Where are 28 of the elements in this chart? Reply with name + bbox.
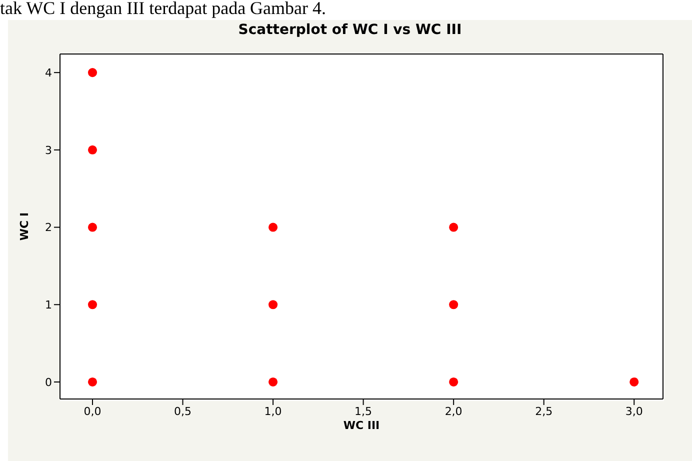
point	[449, 222, 458, 232]
y-tick-label: 2	[45, 221, 52, 234]
text: tak WC I dengan III terdapat pada Gambar 4.	[0, 0, 326, 18]
point	[88, 222, 98, 232]
x-tick-label: 0,5	[174, 404, 192, 418]
point	[449, 300, 458, 310]
x-tick-label: 3,0	[625, 404, 643, 418]
y-tick-label: 4	[45, 66, 52, 80]
y-tick-label: 3	[45, 144, 52, 157]
x-tick-label: 0,0	[84, 404, 102, 418]
x-tick-label: 2,5	[535, 404, 553, 418]
y-axis-title: WC I	[18, 212, 31, 241]
x-tick-label: 2,0	[444, 404, 462, 418]
x-tick-label: 1,0	[264, 404, 282, 418]
chart-title: Scatterplot of WC I vs WC III	[237, 22, 463, 38]
y-tick-label: 1	[45, 298, 52, 312]
point	[268, 377, 278, 386]
x-tick-label: 1,5	[354, 404, 372, 418]
point	[630, 377, 639, 386]
point	[88, 377, 98, 386]
point	[88, 145, 98, 154]
point	[268, 222, 278, 232]
y-tick-label: 0	[45, 376, 52, 389]
point	[88, 68, 98, 78]
point	[88, 300, 98, 310]
point	[268, 300, 278, 310]
point	[449, 377, 458, 386]
x-axis-title: WC III	[343, 419, 380, 432]
